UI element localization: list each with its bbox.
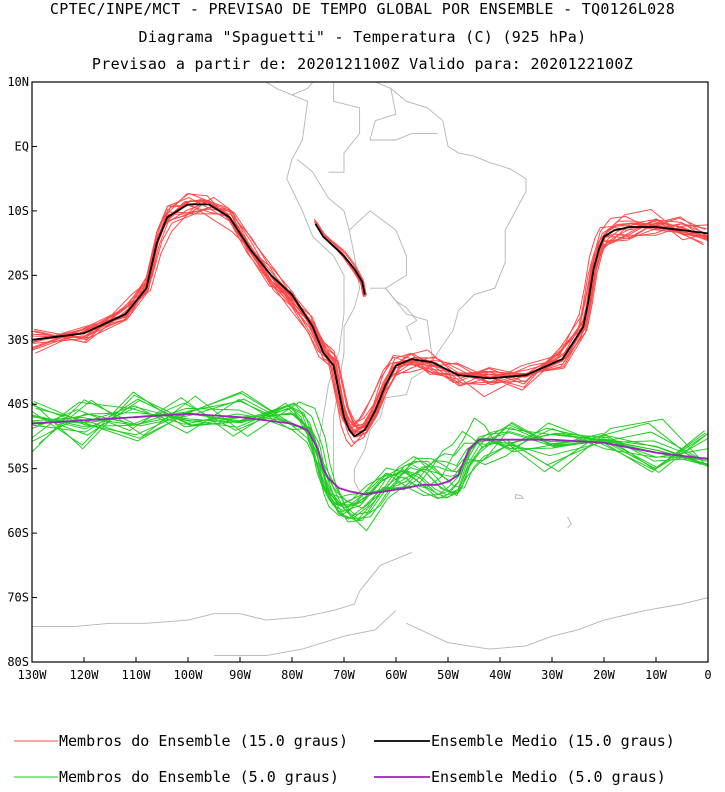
x-tick-label: 30W <box>541 668 563 682</box>
x-tick-label: 90W <box>229 668 251 682</box>
legend-label: Ensemble Medio (15.0 graus) <box>431 732 675 750</box>
antarctic-inner-coastline <box>214 610 397 657</box>
x-tick-label: 60W <box>385 668 407 682</box>
chart-title: CPTEC/INPE/MCT - PREVISAO DE TEMPO GLOBA… <box>49 0 676 18</box>
legend: Membros do Ensemble (15.0 graus) Ensemble… <box>14 732 675 786</box>
member-15c-line <box>35 204 706 428</box>
border-3 <box>328 82 361 173</box>
border-4 <box>369 88 438 141</box>
border-1 <box>348 210 433 360</box>
member-15c-line <box>32 200 708 447</box>
member-15c-line <box>32 208 708 444</box>
border-5 <box>370 287 418 340</box>
y-tick-label: 40S <box>7 397 29 411</box>
x-tick-label: 110W <box>122 668 152 682</box>
member-15c-line <box>32 198 708 432</box>
chart-validity: Previsao a partir de: 2020121100Z Valido… <box>91 55 634 73</box>
y-tick-label: 50S <box>7 462 29 476</box>
x-tick-label: 40W <box>489 668 511 682</box>
south-america-coastline <box>286 82 527 505</box>
member-5c-line <box>32 391 705 522</box>
x-tick-label: 20W <box>593 668 615 682</box>
y-tick-label: 20S <box>7 268 29 282</box>
member-15c-line <box>33 200 706 437</box>
y-tick-label: 70S <box>7 591 29 605</box>
y-tick-label: EQ <box>15 139 29 153</box>
x-tick-label: 50W <box>437 668 459 682</box>
antarctic-peninsula-coastline <box>32 551 412 628</box>
member-5c-line <box>35 391 704 520</box>
member-5c-line <box>32 398 708 509</box>
y-tick-label: 10S <box>7 204 29 218</box>
x-tick-label: 10W <box>645 668 667 682</box>
legend-label: Membros do Ensemble (15.0 graus) <box>59 732 348 750</box>
island-3-coastline <box>567 516 572 529</box>
y-tick-label: 80S <box>7 655 29 669</box>
mean-15c-line <box>32 203 708 438</box>
coastline-layer <box>32 82 708 657</box>
member-15c-andes-line <box>314 219 366 297</box>
x-tick-label: 80W <box>281 668 303 682</box>
mean-15c-andes-line <box>314 223 366 295</box>
central-america-coastline <box>265 82 293 96</box>
member-15c-andes-line <box>316 224 367 295</box>
x-tick-label: 100W <box>174 668 204 682</box>
ensemble-means-layer <box>32 203 708 496</box>
x-tick-label: 130W <box>18 668 48 682</box>
member-5c-line <box>35 399 706 505</box>
x-tick-label: 120W <box>70 668 100 682</box>
y-tick-label: 30S <box>7 333 29 347</box>
antarctica-coastline <box>406 597 708 650</box>
member-5c-line <box>32 402 708 509</box>
plot-frame <box>31 81 709 663</box>
y-tick-label: 60S <box>7 526 29 540</box>
y-tick-label: 10N <box>7 75 29 89</box>
x-tick-label: 0 <box>704 668 711 682</box>
mean-5c-line <box>32 413 708 496</box>
member-15c-line <box>34 193 708 428</box>
island-2-coastline <box>515 493 525 499</box>
chart-subtitle: Diagrama "Spaguetti" - Temperatura (C) (… <box>138 28 587 46</box>
member-5c-line <box>32 394 706 521</box>
ensemble-members-layer <box>32 192 708 532</box>
legend-label: Ensemble Medio (5.0 graus) <box>431 768 666 786</box>
andes-divide-1 <box>296 158 350 231</box>
x-tick-label: 70W <box>333 668 355 682</box>
legend-label: Membros do Ensemble (5.0 graus) <box>59 768 339 786</box>
